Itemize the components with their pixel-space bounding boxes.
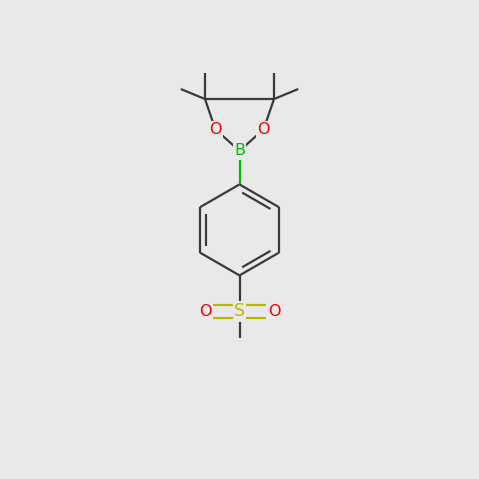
Text: S: S bbox=[234, 302, 245, 320]
Text: B: B bbox=[234, 143, 245, 159]
Text: O: O bbox=[199, 304, 211, 319]
Text: O: O bbox=[257, 122, 270, 137]
Text: O: O bbox=[268, 304, 280, 319]
Text: O: O bbox=[209, 122, 222, 137]
